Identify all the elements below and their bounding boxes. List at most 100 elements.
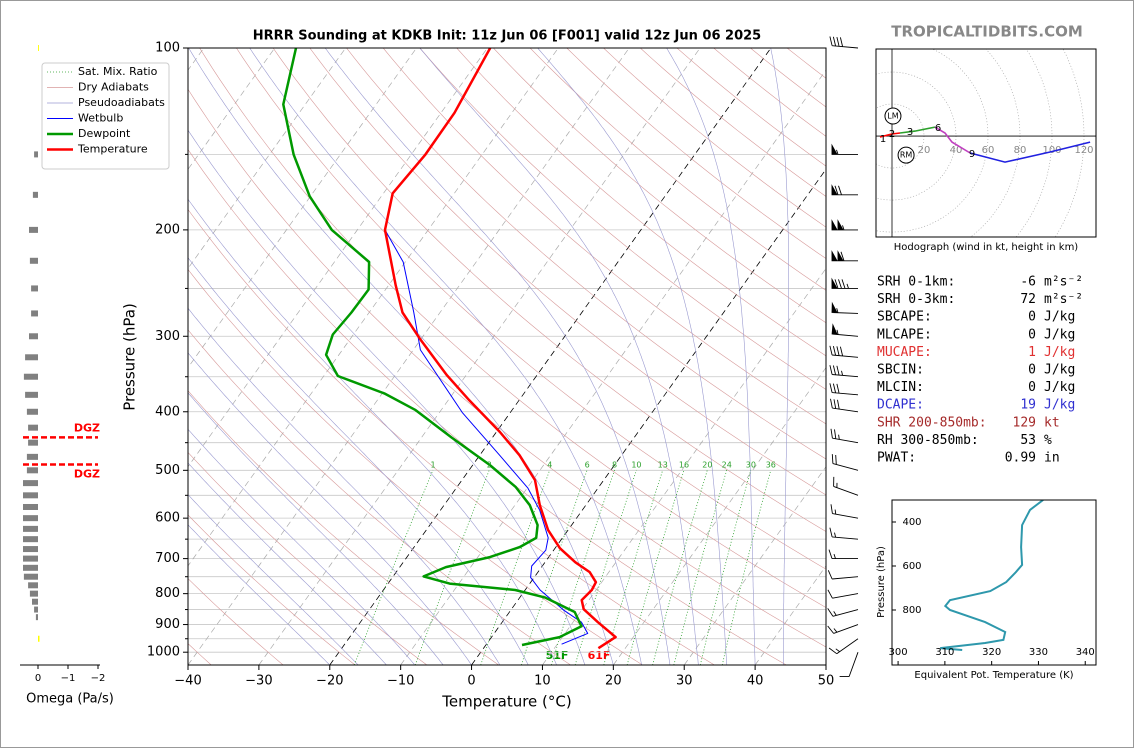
pseudoadiabat bbox=[188, 198, 557, 665]
omega-tick-label: 0 bbox=[35, 673, 41, 684]
thetae-y-tick-label: 400 bbox=[902, 517, 921, 528]
index-unit: J/kg bbox=[1044, 363, 1075, 378]
height-label: 1 bbox=[880, 134, 886, 145]
thetae-line bbox=[940, 500, 1044, 651]
mixing-ratio-line bbox=[652, 469, 708, 665]
mixing-ratio-line bbox=[603, 469, 664, 665]
isotherm bbox=[188, 48, 630, 665]
mixing-ratio-label: 2 bbox=[487, 461, 492, 470]
omega-bar bbox=[29, 257, 38, 264]
omega-bar bbox=[31, 285, 38, 292]
storm-motion-marker bbox=[884, 107, 902, 125]
mixing-ratio-label: 30 bbox=[746, 461, 756, 470]
omega-bar bbox=[23, 515, 38, 522]
thetae-y-tick-label: 600 bbox=[902, 561, 921, 572]
dgz-label: DGZ bbox=[74, 467, 100, 480]
wind-barb bbox=[829, 36, 859, 49]
omega-bar bbox=[29, 333, 38, 340]
wind-barb bbox=[827, 608, 859, 617]
wind-barb bbox=[829, 345, 859, 358]
x-axis-label: Temperature (°C) bbox=[441, 693, 571, 711]
wind-barb bbox=[827, 570, 859, 580]
dry-adiabat bbox=[566, 48, 826, 259]
hodograph-ring-label: 100 bbox=[1042, 145, 1061, 156]
index-unit: kt bbox=[1044, 415, 1060, 430]
storm-motion-label: LM bbox=[887, 112, 898, 121]
mixing-ratio-label: 20 bbox=[702, 461, 712, 470]
omega-bar bbox=[23, 564, 38, 571]
legend: Sat. Mix. Ratio Dry Adiabats Pseudoadiabat… bbox=[41, 62, 170, 170]
height-label: 6 bbox=[935, 123, 941, 134]
index-unit: J/kg bbox=[1044, 327, 1075, 342]
mixing-ratio-label: 16 bbox=[679, 461, 689, 470]
omega-bar bbox=[23, 555, 38, 562]
wind-barb bbox=[830, 504, 859, 519]
omega-bar bbox=[29, 226, 38, 233]
thetae-x-tick-label: 340 bbox=[1076, 647, 1095, 658]
x-tick-label: 40 bbox=[747, 674, 764, 689]
hodograph-ring-label: 40 bbox=[950, 145, 963, 156]
pseudoadiabat bbox=[324, 48, 671, 665]
index-value: 0 bbox=[1028, 327, 1036, 342]
index-label: SBCIN: bbox=[877, 363, 924, 378]
hodograph-ring-label: 120 bbox=[1074, 145, 1093, 156]
dry-adiabat bbox=[188, 148, 787, 665]
omega-bar bbox=[38, 45, 39, 51]
dry-adiabat bbox=[188, 390, 499, 665]
index-value: -6 bbox=[1020, 275, 1036, 290]
index-unit: J/kg bbox=[1044, 398, 1075, 413]
omega-bar bbox=[25, 354, 38, 361]
height-label: 3 bbox=[907, 127, 913, 138]
index-label: SRH 0-1km: bbox=[877, 275, 955, 290]
index-value: 0.99 bbox=[1005, 451, 1036, 466]
omega-bar bbox=[23, 492, 38, 499]
index-unit: J/kg bbox=[1044, 345, 1075, 360]
omega-bar bbox=[28, 582, 38, 589]
index-value: 53 bbox=[1020, 433, 1036, 448]
mixing-ratio-label: 13 bbox=[658, 461, 668, 470]
x-tick-label: −40 bbox=[174, 674, 201, 689]
legend-label: Pseudoadiabats bbox=[78, 96, 165, 109]
pseudoadiabat bbox=[419, 48, 699, 665]
omega-bar bbox=[23, 546, 38, 553]
dry-adiabat bbox=[456, 48, 826, 357]
thetae-y-tick-label: 800 bbox=[902, 605, 921, 616]
omega-bar bbox=[28, 424, 38, 431]
mixing-ratio-line bbox=[574, 469, 637, 665]
omega-tick-label: −1 bbox=[61, 673, 76, 684]
isotherm bbox=[400, 69, 826, 665]
hodograph-trace bbox=[969, 141, 1091, 163]
dry-adiabat bbox=[188, 514, 356, 665]
wind-barb bbox=[831, 184, 858, 196]
legend-label: Temperature bbox=[77, 143, 148, 156]
isotherm bbox=[188, 48, 488, 468]
omega-bar bbox=[34, 151, 38, 158]
pseudoadiabat bbox=[770, 48, 789, 665]
dry-adiabat bbox=[188, 451, 428, 665]
index-label: MUCAPE: bbox=[877, 345, 932, 360]
wind-barb bbox=[828, 549, 858, 560]
pseudoadiabat bbox=[188, 352, 472, 665]
watermark: TROPICALTIDBITS.COM bbox=[891, 23, 1083, 41]
x-tick-label: −30 bbox=[245, 674, 272, 689]
pseudoadiabat bbox=[188, 129, 586, 665]
hodograph-trace bbox=[899, 126, 936, 134]
pseudoadiabat bbox=[188, 524, 331, 665]
dry-adiabat bbox=[236, 48, 826, 570]
mixing-ratio-label: 24 bbox=[722, 461, 732, 470]
dry-adiabat bbox=[188, 268, 643, 665]
omega-tick-label: −2 bbox=[91, 673, 106, 684]
index-label: MLCAPE: bbox=[877, 327, 932, 342]
dry-adiabat bbox=[188, 329, 571, 665]
omega-bar bbox=[38, 635, 40, 642]
dry-adiabat bbox=[382, 48, 826, 425]
omega-bar bbox=[23, 536, 38, 543]
profile-line bbox=[282, 48, 583, 647]
mixing-ratio-line bbox=[699, 469, 752, 665]
legend-label: Dry Adiabats bbox=[78, 81, 149, 94]
index-label: MLCIN: bbox=[877, 380, 924, 395]
hodograph-ring-label: 80 bbox=[1014, 145, 1027, 156]
mixing-ratio-label: 6 bbox=[585, 461, 590, 470]
wind-barb bbox=[829, 383, 859, 396]
